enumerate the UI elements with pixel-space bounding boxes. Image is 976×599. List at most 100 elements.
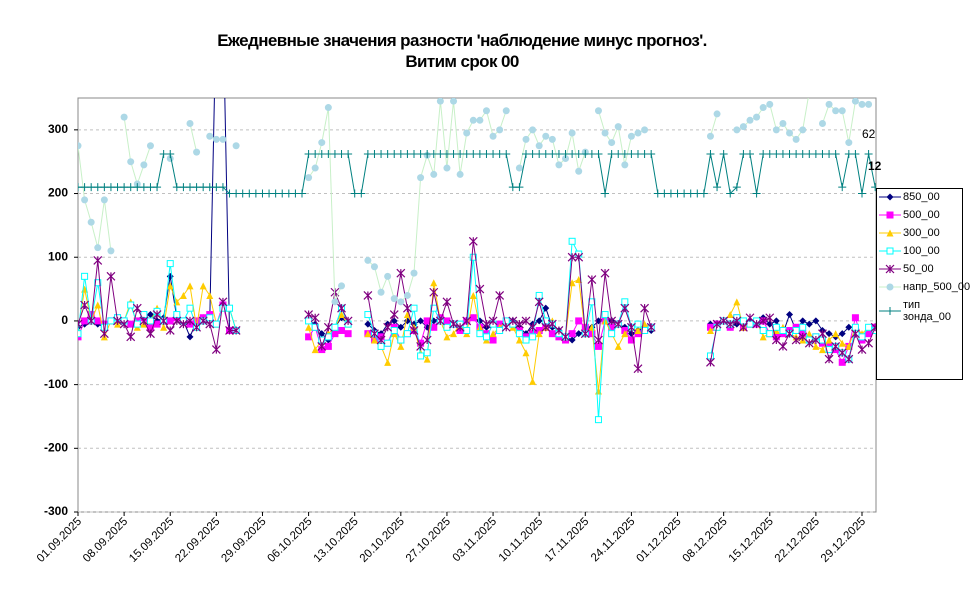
marker: [746, 320, 754, 328]
marker: [726, 189, 735, 198]
marker: [886, 247, 894, 255]
marker: [318, 139, 326, 147]
marker: [430, 170, 438, 178]
marker: [712, 319, 722, 329]
marker: [219, 0, 226, 6]
x-tick-label: 08.09.2025: [81, 516, 130, 565]
marker: [548, 135, 556, 143]
marker: [865, 323, 873, 331]
marker: [87, 311, 95, 319]
marker: [482, 319, 491, 329]
marker: [384, 339, 392, 347]
marker: [443, 317, 451, 325]
marker: [535, 330, 543, 338]
marker: [529, 377, 537, 385]
marker: [601, 189, 610, 198]
marker: [337, 303, 346, 313]
marker: [719, 316, 729, 326]
marker: [166, 150, 175, 159]
marker: [627, 132, 635, 140]
marker: [706, 357, 715, 367]
x-tick-label: 15.09.2025: [127, 516, 176, 565]
marker: [508, 316, 518, 326]
marker: [173, 311, 181, 319]
chart-subtitle: Витим срок 00: [405, 52, 519, 71]
marker: [626, 322, 636, 332]
marker: [344, 150, 353, 159]
x-tick-label: 01.12.2025: [634, 516, 683, 565]
marker: [838, 107, 846, 115]
marker: [146, 329, 155, 339]
marker: [430, 279, 438, 287]
legend-icon: [879, 247, 901, 255]
marker: [318, 330, 326, 338]
marker: [825, 100, 833, 108]
marker: [548, 330, 556, 338]
marker: [311, 346, 319, 354]
marker: [166, 272, 174, 280]
marker: [607, 316, 617, 326]
marker: [502, 150, 511, 159]
marker: [621, 298, 629, 306]
marker: [376, 335, 386, 345]
marker: [634, 326, 642, 334]
marker: [719, 150, 728, 159]
marker: [107, 317, 115, 325]
marker: [166, 260, 174, 268]
marker: [613, 319, 623, 329]
marker: [831, 150, 840, 159]
marker: [824, 354, 834, 364]
marker: [832, 107, 840, 115]
marker: [851, 314, 859, 322]
y-tick-label: -300: [44, 504, 68, 518]
marker: [758, 316, 768, 326]
legend-label: 100_00: [903, 245, 940, 257]
marker: [845, 323, 853, 331]
legend-label: напр_500_00: [903, 281, 971, 293]
marker: [450, 330, 458, 338]
marker: [594, 342, 602, 350]
marker: [430, 323, 438, 331]
legend-entry: напр_500_00: [877, 281, 970, 293]
marker: [792, 326, 800, 334]
marker: [305, 317, 313, 325]
marker: [621, 161, 629, 169]
marker: [726, 311, 734, 319]
marker: [713, 110, 721, 118]
marker: [120, 113, 128, 121]
marker: [146, 323, 154, 331]
marker: [587, 275, 597, 284]
marker: [779, 326, 787, 334]
x-tick-label: 13.10.2025: [312, 516, 361, 565]
marker: [436, 98, 444, 105]
marker: [206, 291, 214, 299]
marker: [633, 364, 643, 374]
marker: [423, 317, 431, 325]
marker: [476, 116, 484, 124]
marker: [608, 330, 616, 338]
marker: [489, 330, 497, 338]
marker: [818, 119, 826, 127]
marker: [489, 336, 497, 344]
marker: [298, 189, 306, 198]
marker: [198, 316, 208, 326]
marker: [858, 189, 866, 198]
marker: [81, 317, 89, 325]
marker: [706, 132, 714, 140]
marker: [594, 335, 603, 345]
marker: [469, 116, 477, 124]
marker: [732, 183, 741, 192]
marker: [78, 319, 83, 329]
marker: [377, 288, 385, 296]
marker: [838, 358, 846, 366]
legend-icon: [879, 264, 901, 274]
marker: [759, 104, 767, 112]
marker: [568, 129, 576, 137]
marker: [608, 139, 616, 147]
marker: [733, 298, 741, 306]
marker: [864, 150, 873, 159]
marker: [515, 336, 523, 344]
marker: [127, 320, 135, 328]
marker: [778, 341, 788, 351]
marker: [443, 164, 451, 172]
